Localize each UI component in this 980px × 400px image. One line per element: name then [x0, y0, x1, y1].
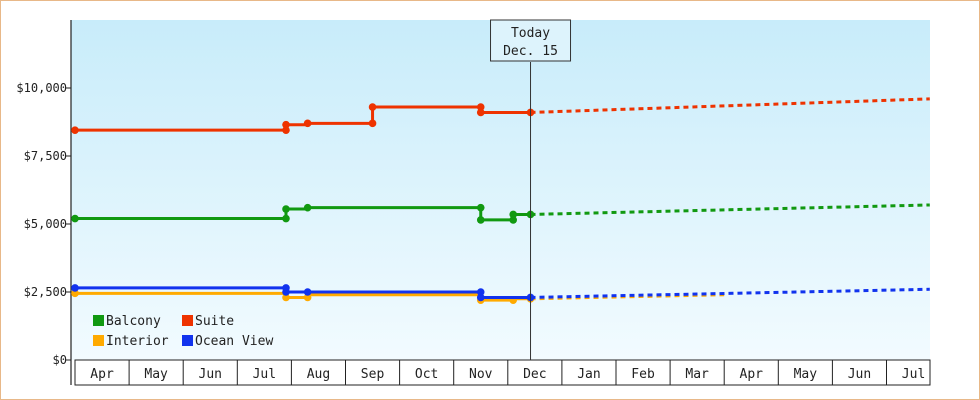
legend-label: Balcony: [106, 314, 161, 329]
x-tick-label: Jun: [199, 367, 222, 382]
plot-area: [71, 20, 930, 360]
y-tick-label: $7,500: [24, 149, 67, 163]
data-point: [303, 119, 312, 128]
series-forecast-line: [530, 97, 930, 114]
legend-item-ocean-view[interactable]: Ocean View: [182, 334, 273, 349]
data-point: [509, 216, 518, 224]
legend-swatch: [93, 335, 104, 346]
x-tick-label: Mar: [685, 367, 709, 382]
today-box: [490, 19, 572, 62]
series-suite: [71, 97, 930, 134]
x-axis-band: [74, 359, 931, 386]
x-tick-label: Dec: [523, 367, 546, 382]
data-point: [476, 103, 485, 111]
data-point: [368, 103, 377, 111]
x-tick-label: Jul: [253, 367, 276, 382]
legend-swatch: [93, 315, 104, 326]
data-point: [282, 126, 290, 134]
legend-item-balcony[interactable]: Balcony: [93, 314, 161, 329]
data-point: [476, 288, 485, 296]
x-tick-label: May: [144, 367, 168, 382]
data-point: [368, 119, 377, 128]
series-forecast-line: [530, 287, 930, 299]
data-point: [476, 203, 485, 212]
series-forecast-line: [530, 203, 930, 216]
legend-item-interior[interactable]: Interior: [93, 334, 169, 349]
data-point: [476, 293, 485, 302]
data-point: [71, 284, 79, 292]
series-balcony: [71, 203, 930, 224]
data-point: [303, 288, 312, 296]
x-tick-label: Apr: [90, 367, 114, 382]
data-point: [71, 214, 79, 223]
data-point: [282, 288, 290, 296]
x-tick-label: Nov: [469, 367, 493, 382]
x-tick-label: Jul: [902, 367, 925, 382]
legend-swatch: [182, 315, 193, 326]
legend-label: Suite: [195, 314, 234, 329]
x-tick-label: Jan: [577, 367, 600, 382]
legend-swatch: [182, 335, 193, 346]
y-axis: $0 $2,500 $5,000 $7,500 $10,000: [16, 20, 72, 385]
data-point: [476, 108, 485, 117]
legend: Balcony Suite Interior Ocean View: [93, 314, 273, 349]
x-tick-label: Apr: [740, 367, 764, 382]
x-tick-label: Jun: [848, 367, 871, 382]
legend-label: Ocean View: [195, 334, 273, 349]
today-date-label: Dec. 15: [503, 44, 558, 59]
x-tick-label: Aug: [307, 367, 330, 382]
series-ocean-view: [71, 284, 930, 302]
data-point: [282, 205, 290, 213]
data-point: [71, 289, 79, 298]
y-tick-label: $0: [53, 353, 67, 367]
data-point: [303, 203, 312, 212]
data-point: [282, 214, 290, 223]
y-tick-label: $10,000: [16, 81, 67, 95]
legend-item-suite[interactable]: Suite: [182, 314, 234, 329]
x-tick-label: Oct: [415, 367, 438, 382]
data-point: [303, 293, 312, 302]
data-point: [282, 120, 290, 129]
x-tick-label: May: [794, 367, 818, 382]
y-tick-label: $5,000: [24, 217, 67, 231]
today-marker: Today Dec. 15: [490, 19, 572, 360]
data-point: [509, 210, 518, 219]
data-point: [71, 126, 79, 134]
data-point: [282, 293, 290, 302]
data-point: [476, 216, 485, 224]
y-tick-label: $2,500: [24, 285, 67, 299]
series-layer: [71, 97, 930, 304]
x-axis: Apr May Jun Jul Aug Sep Oct Nov Dec Jan Feb Mar Apr M…: [74, 359, 931, 386]
legend-label: Interior: [106, 334, 169, 349]
x-tick-label: Sep: [361, 367, 385, 382]
today-label: Today: [511, 26, 550, 41]
x-tick-label: Feb: [631, 367, 655, 382]
